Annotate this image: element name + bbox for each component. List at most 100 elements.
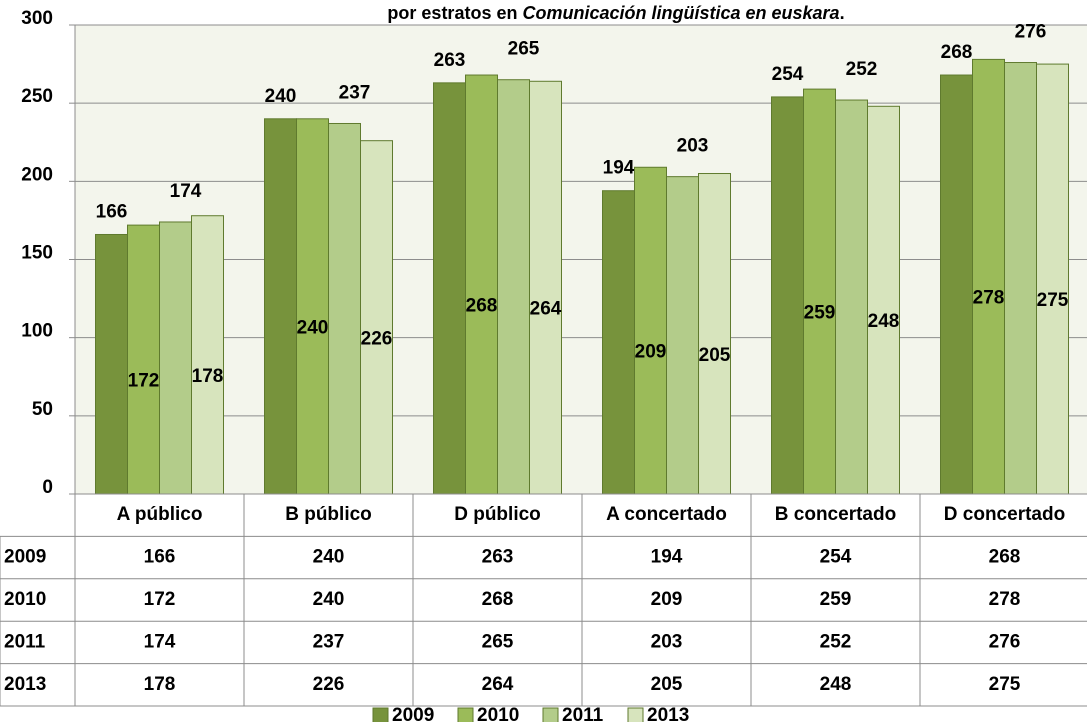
y-tick-label: 300 — [21, 8, 53, 29]
data-label: 240 — [265, 86, 297, 107]
bar — [803, 88, 836, 495]
y-tick-label: 250 — [21, 86, 53, 107]
table-cell: 265 — [482, 631, 514, 652]
data-label: 268 — [466, 296, 498, 317]
data-label: 194 — [603, 158, 635, 179]
legend-label: 2010 — [477, 705, 519, 722]
bar — [1036, 63, 1069, 495]
table-cell: 264 — [482, 674, 514, 695]
legend-swatch — [372, 707, 389, 722]
bar — [296, 118, 329, 495]
bar — [95, 233, 128, 495]
table-cell: 205 — [651, 674, 683, 695]
data-label: 209 — [635, 342, 667, 363]
table-cell: 254 — [820, 547, 852, 568]
table-cell: 178 — [144, 674, 176, 695]
legend-label: 2009 — [392, 705, 434, 722]
table-cell: 248 — [820, 674, 852, 695]
table-row-label: 2011 — [4, 631, 46, 652]
table-cell: 166 — [144, 547, 176, 568]
chart-title: por estratos en Comunicación lingüística… — [387, 3, 844, 23]
table-cell: 263 — [482, 547, 514, 568]
table-header: D concertado — [944, 504, 1065, 525]
bar — [264, 118, 297, 495]
table-cell: 268 — [482, 589, 514, 610]
y-tick-label: 150 — [21, 243, 53, 264]
data-label: 237 — [339, 83, 371, 104]
data-label: 278 — [973, 288, 1005, 309]
bar — [360, 140, 393, 495]
data-label: 172 — [128, 371, 160, 392]
table-cell: 240 — [313, 547, 345, 568]
title-part: Comunicación lingüística en euskara — [522, 3, 839, 23]
data-label: 263 — [434, 50, 466, 71]
bar — [529, 80, 562, 495]
bar — [465, 74, 498, 495]
table-cell: 226 — [313, 674, 345, 695]
data-label: 205 — [699, 345, 731, 366]
data-label: 254 — [772, 64, 804, 85]
data-label: 174 — [170, 181, 202, 202]
table-cell: 194 — [651, 547, 683, 568]
bar — [191, 215, 224, 495]
bar — [666, 176, 699, 495]
data-label: 166 — [96, 202, 128, 223]
bar — [972, 58, 1005, 495]
y-tick-label: 0 — [42, 477, 53, 498]
title-part: por estratos en — [387, 3, 522, 23]
bar — [159, 221, 192, 495]
table-cell: 276 — [989, 631, 1021, 652]
title-part: . — [840, 3, 845, 23]
bar — [497, 79, 530, 495]
bar — [127, 224, 160, 495]
table-cell: 172 — [144, 589, 176, 610]
table-cell: 240 — [313, 589, 345, 610]
data-label: 178 — [192, 366, 224, 387]
data-label: 276 — [1015, 22, 1047, 43]
bar — [328, 122, 361, 495]
table-header: A público — [117, 504, 203, 525]
table-header: B concertado — [775, 504, 896, 525]
data-label: 265 — [508, 39, 540, 60]
legend-swatch — [457, 707, 474, 722]
bar — [602, 190, 635, 495]
table-cell: 275 — [989, 674, 1021, 695]
y-tick-label: 100 — [21, 321, 53, 342]
bar — [433, 82, 466, 495]
bar — [940, 74, 973, 495]
legend-label: 2011 — [562, 705, 604, 722]
data-label: 275 — [1037, 290, 1069, 311]
y-tick-label: 50 — [32, 399, 53, 420]
data-label: 264 — [530, 299, 562, 320]
bar — [867, 105, 900, 495]
bar — [771, 96, 804, 495]
legend-label: 2013 — [647, 705, 689, 722]
y-tick-label: 200 — [21, 164, 53, 185]
table-cell: 203 — [651, 631, 683, 652]
table-cell: 268 — [989, 547, 1021, 568]
legend-swatch — [542, 707, 559, 722]
data-label: 268 — [941, 42, 973, 63]
table-row-label: 2013 — [4, 674, 46, 695]
data-label: 252 — [846, 59, 878, 80]
table-cell: 259 — [820, 589, 852, 610]
bar — [634, 166, 667, 495]
table-cell: 237 — [313, 631, 345, 652]
table-row-label: 2009 — [4, 547, 46, 568]
table-cell: 209 — [651, 589, 683, 610]
data-label: 203 — [677, 136, 709, 157]
bar — [1004, 62, 1037, 495]
table-header: D público — [454, 504, 541, 525]
table-header: B público — [285, 504, 372, 525]
bar — [835, 99, 868, 495]
table-cell: 174 — [144, 631, 176, 652]
table-cell: 278 — [989, 589, 1021, 610]
table-cell: 252 — [820, 631, 852, 652]
table-header: A concertado — [606, 504, 727, 525]
data-label: 259 — [804, 303, 836, 324]
legend-swatch — [627, 707, 644, 722]
data-label: 226 — [361, 328, 393, 349]
data-label: 248 — [868, 311, 900, 332]
